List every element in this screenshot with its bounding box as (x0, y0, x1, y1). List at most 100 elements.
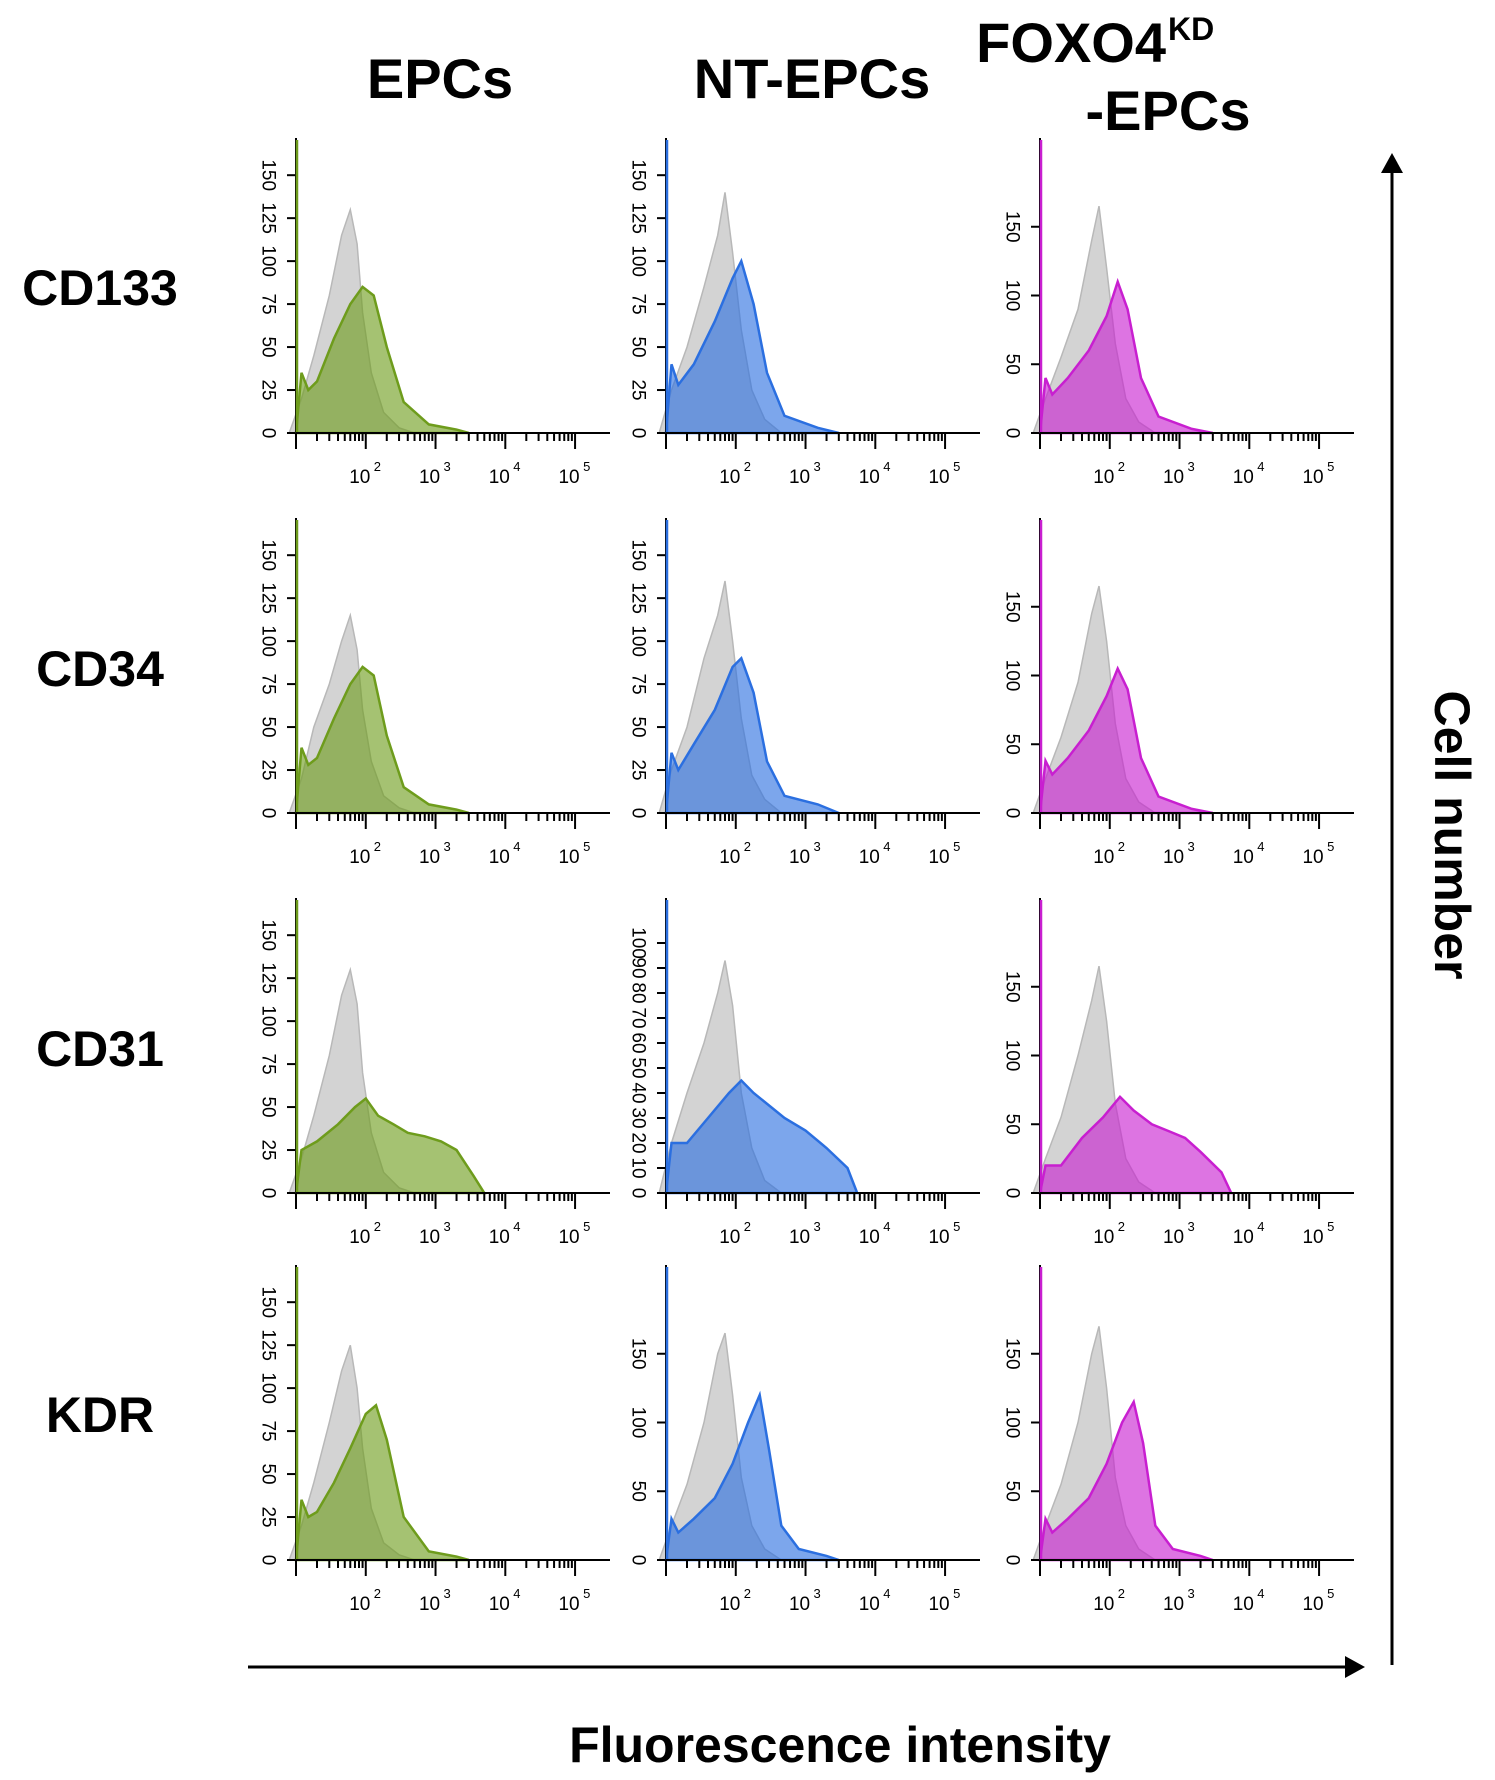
x-tick-exponent: 2 (744, 839, 751, 854)
y-tick-label: 25 (628, 759, 649, 780)
y-tick-label: 90 (628, 957, 649, 978)
x-tick-label: 10 (859, 1594, 880, 1615)
y-tick-label: 125 (258, 582, 279, 614)
y-tick-label: 50 (1002, 734, 1023, 755)
x-tick-exponent: 5 (583, 839, 590, 854)
x-tick-label: 10 (419, 1227, 440, 1248)
y-tick-label: 100 (1002, 1040, 1023, 1072)
x-tick-label: 10 (1163, 1227, 1184, 1248)
y-tick-label: 50 (1002, 354, 1023, 375)
stain-histogram-epcs (294, 1403, 470, 1562)
y-tick-label: 70 (628, 1007, 649, 1028)
y-tick-label: 150 (258, 1286, 279, 1318)
x-tick-label: 10 (1233, 1594, 1254, 1615)
y-tick-label: 50 (628, 1481, 649, 1502)
y-tick-label: 50 (258, 336, 279, 357)
x-tick-exponent: 2 (1118, 1219, 1125, 1234)
x-tick-label: 10 (789, 467, 810, 488)
x-tick-exponent: 4 (1257, 1586, 1264, 1601)
y-tick-label: 100 (628, 245, 649, 277)
x-tick-exponent: 4 (1257, 459, 1264, 474)
x-tick-label: 10 (928, 467, 949, 488)
y-tick-label: 0 (1002, 1188, 1023, 1199)
x-tick-label: 10 (349, 847, 370, 868)
x-tick-label: 10 (489, 847, 510, 868)
x-tick-label: 10 (1302, 467, 1323, 488)
y-tick-label: 75 (258, 294, 279, 315)
y-tick-label: 0 (628, 1188, 649, 1199)
x-tick-exponent: 3 (444, 839, 451, 854)
x-tick-exponent: 4 (1257, 839, 1264, 854)
x-tick-exponent: 2 (1118, 839, 1125, 854)
x-tick-label: 10 (1302, 1227, 1323, 1248)
y-tick-label: 100 (258, 625, 279, 657)
y-tick-label: 75 (628, 294, 649, 315)
y-tick-label: 125 (628, 582, 649, 614)
stain-histogram-epcs (294, 665, 470, 815)
y-tick-label: 150 (1002, 211, 1023, 243)
x-tick-exponent: 2 (744, 1219, 751, 1234)
x-tick-exponent: 4 (1257, 1219, 1264, 1234)
y-tick-label: 150 (628, 159, 649, 191)
y-tick-label: 150 (1002, 1338, 1023, 1370)
y-tick-label: 125 (258, 962, 279, 994)
x-tick-exponent: 3 (1188, 1219, 1195, 1234)
column-title-nt-epcs: NT-EPCs (694, 47, 931, 110)
x-tick-exponent: 3 (1188, 459, 1195, 474)
y-tick-label: 0 (628, 1555, 649, 1566)
y-tick-label: 50 (628, 716, 649, 737)
y-tick-label: 50 (1002, 1114, 1023, 1135)
y-tick-label: 25 (258, 1139, 279, 1160)
x-tick-exponent: 2 (744, 1586, 751, 1601)
x-tick-exponent: 3 (814, 839, 821, 854)
x-tick-label: 10 (859, 847, 880, 868)
x-tick-label: 10 (558, 1594, 579, 1615)
x-tick-label: 10 (489, 1227, 510, 1248)
stain-histogram-epcs (294, 1096, 487, 1195)
x-tick-label: 10 (1093, 1594, 1114, 1615)
y-tick-label: 10 (628, 1157, 649, 1178)
y-tick-label: 0 (628, 808, 649, 819)
x-tick-label: 10 (1302, 847, 1323, 868)
y-tick-label: 25 (258, 1506, 279, 1527)
x-tick-exponent: 4 (883, 1586, 890, 1601)
y-tick-label: 25 (258, 379, 279, 400)
y-tick-label: 100 (258, 1005, 279, 1037)
x-tick-exponent: 4 (883, 839, 890, 854)
y-tick-label: 0 (258, 1188, 279, 1199)
stain-histogram-nt-epcs (664, 656, 840, 815)
x-tick-exponent: 4 (513, 1586, 520, 1601)
x-tick-label: 10 (1163, 467, 1184, 488)
y-tick-label: 75 (628, 674, 649, 695)
y-tick-label: 125 (628, 202, 649, 234)
column-title-foxo4kd-superscript: KD (1168, 11, 1214, 47)
x-tick-exponent: 3 (1188, 839, 1195, 854)
y-tick-label: 150 (258, 159, 279, 191)
y-tick-label: 25 (628, 379, 649, 400)
stain-histogram-foxo4kd-epcs (1038, 1094, 1234, 1195)
x-tick-label: 10 (1302, 1594, 1323, 1615)
y-tick-label: 0 (258, 1555, 279, 1566)
x-tick-label: 10 (719, 1594, 740, 1615)
x-tick-label: 10 (558, 467, 579, 488)
y-tick-label: 0 (1002, 428, 1023, 439)
y-tick-label: 125 (258, 202, 279, 234)
x-tick-exponent: 4 (883, 459, 890, 474)
y-tick-label: 40 (628, 1082, 649, 1103)
y-tick-label: 75 (258, 674, 279, 695)
x-tick-label: 10 (1163, 847, 1184, 868)
x-tick-label: 10 (349, 467, 370, 488)
x-tick-label: 10 (1163, 1594, 1184, 1615)
x-tick-exponent: 4 (513, 459, 520, 474)
x-tick-exponent: 5 (953, 459, 960, 474)
x-tick-exponent: 5 (583, 1219, 590, 1234)
y-tick-label: 0 (628, 428, 649, 439)
x-tick-label: 10 (419, 1594, 440, 1615)
